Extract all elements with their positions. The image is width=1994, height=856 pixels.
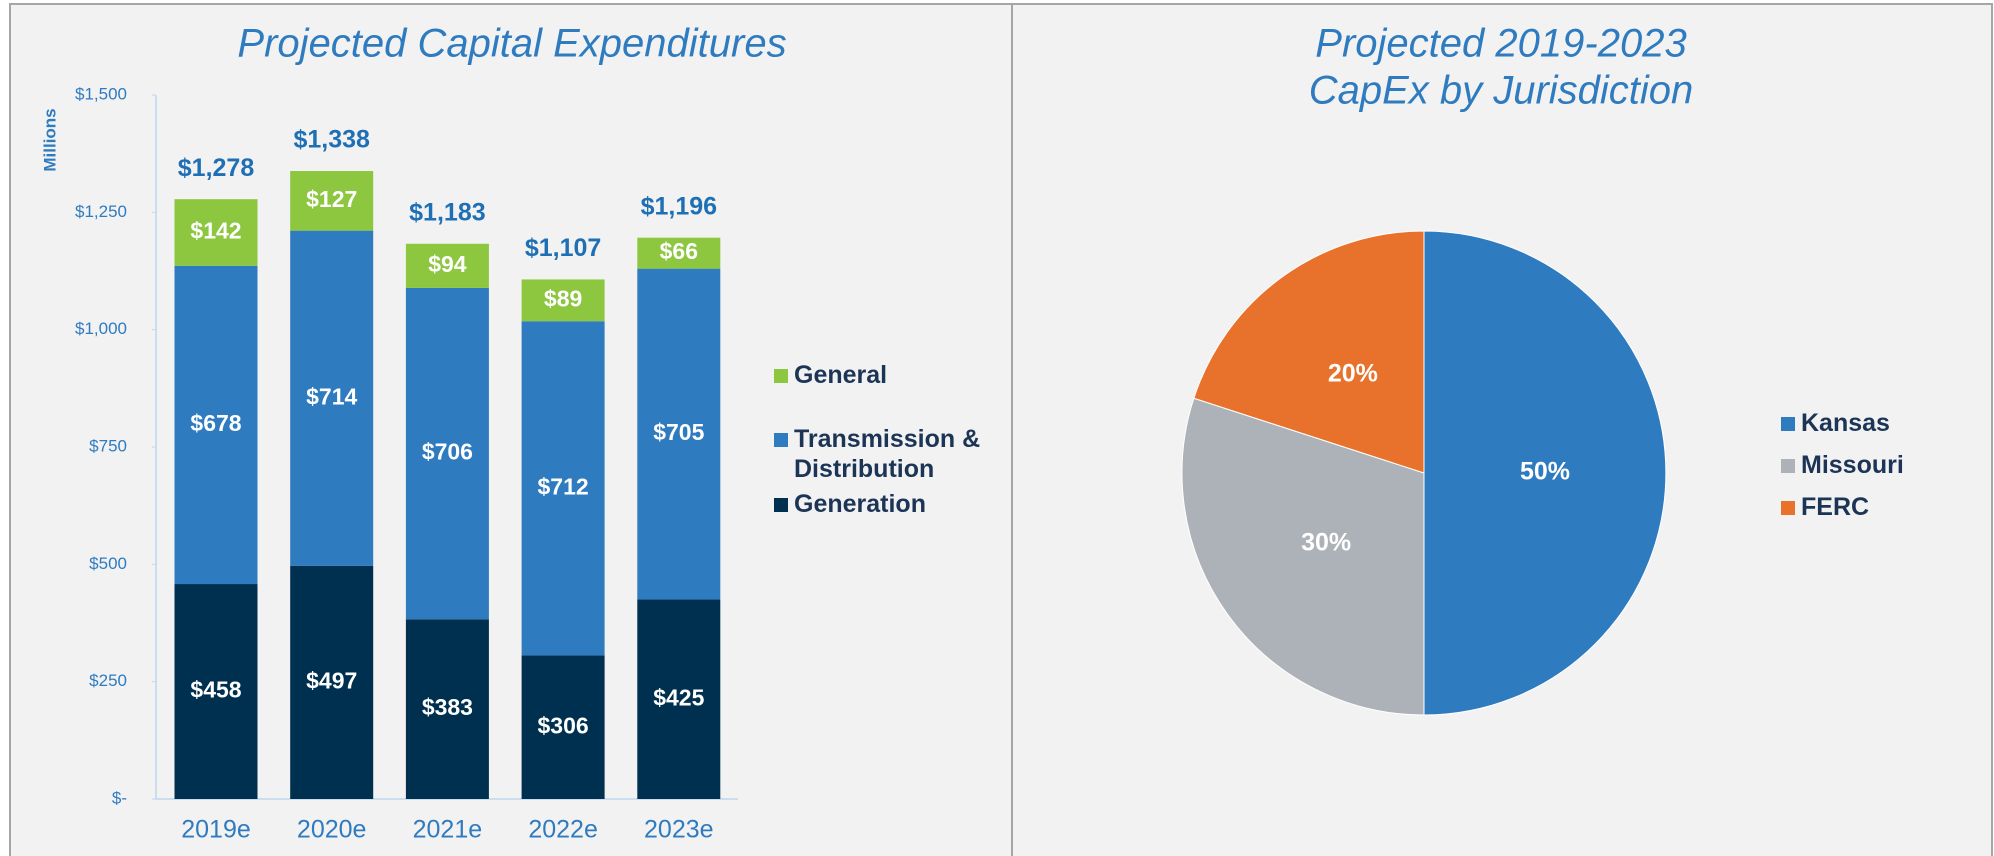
legend-swatch [774,498,788,512]
bar-segment [637,599,721,799]
value-label: $712 [538,473,589,499]
legend-swatch [1781,459,1795,473]
legend-swatch [774,369,788,383]
y-tick-label: $1,500 [75,84,127,103]
value-label: $383 [422,694,473,720]
value-label: $306 [538,712,589,738]
bar-segment [637,268,721,600]
bar-segment [521,279,605,322]
x-tick-label: 2019e [181,816,251,844]
legend-label: FERC [1801,493,1870,521]
y-tick-label: $750 [89,436,127,455]
y-tick-label: $- [112,788,127,807]
y-tick-label: $500 [89,554,127,573]
legend-label: General [794,361,888,389]
bar-segment [405,243,489,288]
value-label: $678 [190,410,241,436]
x-tick-label: 2022e [528,816,598,844]
bar-segment [405,287,489,620]
value-label: 30% [1301,529,1351,557]
value-label: $142 [190,218,241,244]
legend-item: Missouri [1781,450,1951,480]
pie-slice [1423,230,1667,716]
legend-item: Generation [774,489,1004,519]
legend-item: General [774,360,1004,390]
legend-item: Kansas [1781,408,1951,438]
legend-item: Transmission & Distribution [774,424,1004,484]
value-label: $425 [653,684,704,710]
y-tick-label: $1,250 [75,202,127,221]
value-label: $458 [190,677,241,703]
bar-segment [290,565,374,799]
legend-swatch [1781,501,1795,515]
value-label: $714 [306,383,357,409]
bar-segment [290,171,374,231]
pie-title: Projected 2019-2023 [1315,22,1686,66]
x-tick-label: 2023e [644,816,714,844]
value-label: $89 [544,285,582,311]
total-label: $1,183 [409,198,485,226]
bar-segment [174,265,258,585]
legend-swatch [1781,417,1795,431]
total-label: $1,278 [178,154,255,182]
legend-item: FERC [1781,492,1951,522]
total-label: $1,196 [641,192,717,220]
pie-slice [1181,397,1425,716]
value-label: 50% [1520,458,1570,486]
bar-title: Projected Capital Expenditures [237,22,786,66]
value-label: 20% [1328,360,1378,388]
pie-title: CapEx by Jurisdiction [1309,69,1694,113]
value-label: $705 [653,419,704,445]
legend-label: Transmission & Distribution [794,425,981,483]
x-tick-label: 2020e [297,816,367,844]
x-tick-label: 2021e [413,816,483,844]
legend-label: Missouri [1801,451,1904,479]
bar-segment [637,237,721,269]
bar-segment [521,321,605,656]
total-label: $1,107 [525,234,601,262]
y-axis-label: Millions [40,108,59,171]
total-label: $1,338 [293,126,370,154]
legend-label: Generation [794,490,926,518]
legend-label: Kansas [1801,409,1890,437]
pie-slice [1193,230,1425,474]
bar-segment [405,619,489,799]
bar-segment [174,199,258,266]
value-label: $706 [422,439,473,465]
value-label: $127 [306,186,357,212]
y-tick-label: $250 [89,671,127,690]
y-tick-label: $1,000 [75,319,127,338]
bar-segment [290,230,374,566]
legend-swatch [774,433,788,447]
value-label: $94 [428,251,467,277]
bar-segment [174,584,258,799]
value-label: $497 [306,667,357,693]
bar-segment [521,655,605,799]
value-label: $66 [660,238,698,264]
